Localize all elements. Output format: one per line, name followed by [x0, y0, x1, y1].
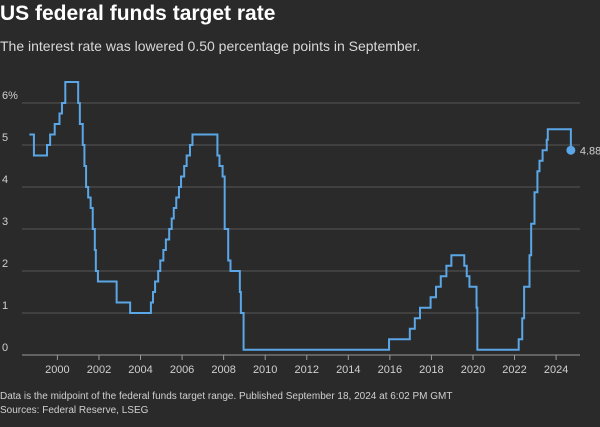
- x-tick-label: 2010: [253, 364, 277, 376]
- y-tick-label: 0: [2, 342, 8, 354]
- y-tick-label: 6%: [2, 90, 18, 102]
- x-tick-label: 2020: [461, 364, 485, 376]
- end-point: [566, 145, 576, 155]
- x-tick-label: 2000: [45, 364, 69, 376]
- x-tick-label: 2024: [544, 364, 568, 376]
- x-tick-label: 2022: [502, 364, 526, 376]
- x-tick-label: 2016: [378, 364, 402, 376]
- x-tick-label: 2012: [295, 364, 319, 376]
- value-label: 4.88: [580, 145, 600, 157]
- y-tick-label: 1: [2, 300, 8, 312]
- y-tick-label: 2: [2, 258, 8, 270]
- chart-title: US federal funds target rate: [0, 2, 275, 25]
- chart-subtitle: The interest rate was lowered 0.50 perce…: [0, 38, 420, 54]
- x-tick-label: 2018: [419, 364, 443, 376]
- y-tick-label: 3: [2, 216, 8, 228]
- x-tick-label: 2002: [87, 364, 111, 376]
- x-tick-label: 2014: [336, 364, 360, 376]
- y-tick-label: 5: [2, 132, 8, 144]
- x-tick-label: 2008: [211, 364, 235, 376]
- rate-line: [29, 81, 572, 351]
- footnote: Data is the midpoint of the federal fund…: [0, 391, 453, 402]
- x-tick-label: 2004: [128, 364, 152, 376]
- x-tick-label: 2006: [170, 364, 194, 376]
- source: Sources: Federal Reserve, LSEG: [0, 405, 149, 416]
- y-tick-label: 4: [2, 174, 8, 186]
